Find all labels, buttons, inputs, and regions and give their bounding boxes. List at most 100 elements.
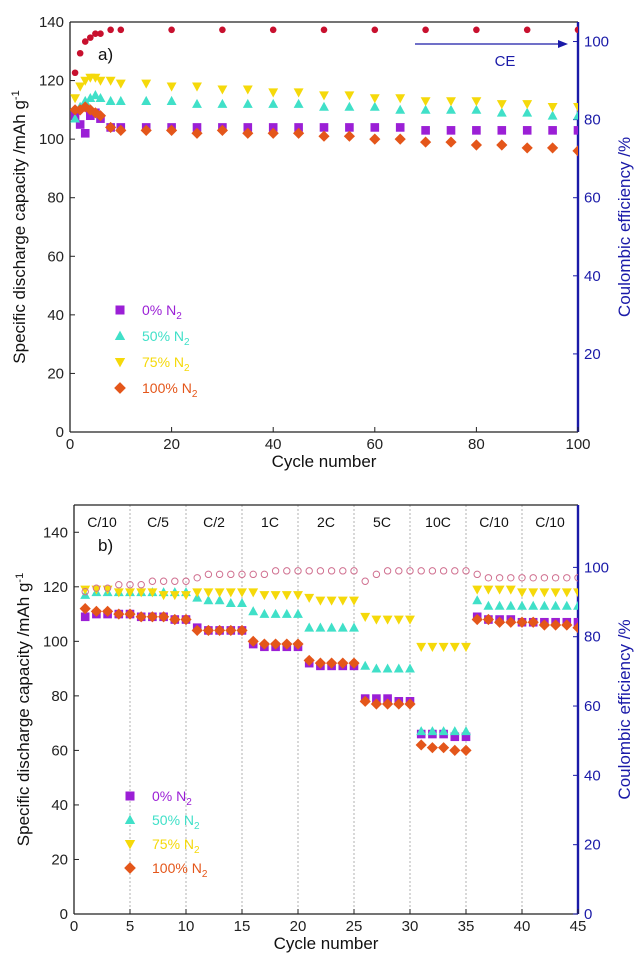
data-point xyxy=(496,139,508,151)
data-point xyxy=(507,574,515,582)
data-point xyxy=(90,73,101,83)
data-point xyxy=(428,567,437,575)
data-point xyxy=(166,124,178,136)
legend-label: 50% N2 xyxy=(152,812,200,832)
y2-axis-label: Coulombic efficiency /% xyxy=(615,619,634,799)
data-point xyxy=(214,624,226,637)
data-point xyxy=(540,574,549,582)
panel-label: b) xyxy=(98,536,113,555)
panel-label: a) xyxy=(98,45,113,64)
data-point xyxy=(517,600,527,610)
data-point xyxy=(326,596,337,606)
data-point xyxy=(92,30,99,38)
x-tick-label: 60 xyxy=(366,436,383,453)
data-point xyxy=(315,596,326,606)
data-point xyxy=(573,600,578,610)
data-point xyxy=(227,570,235,579)
data-point xyxy=(550,600,561,610)
rate-label: C/2 xyxy=(203,514,225,530)
data-point xyxy=(371,26,379,34)
y-tick-label: 100 xyxy=(39,131,64,148)
data-point xyxy=(496,100,507,110)
data-point xyxy=(350,567,358,575)
legend-label: 100% N2 xyxy=(152,860,208,880)
rate-label: C/10 xyxy=(535,514,565,530)
data-point xyxy=(158,611,170,623)
data-point xyxy=(420,104,431,114)
data-point xyxy=(71,69,79,77)
data-point xyxy=(421,126,430,135)
legend-marker xyxy=(115,305,125,315)
y2-tick-label: 100 xyxy=(584,559,609,576)
y2-axis-label: Coulombic efficiency /% xyxy=(615,137,634,317)
ce-annotation: CE xyxy=(495,53,516,70)
data-point xyxy=(137,581,145,589)
data-point xyxy=(159,577,168,585)
data-point xyxy=(482,613,494,626)
data-point xyxy=(203,588,214,598)
data-point xyxy=(237,588,247,598)
data-point xyxy=(281,591,292,601)
data-point xyxy=(70,94,81,104)
data-point xyxy=(171,577,179,585)
data-point xyxy=(494,616,506,628)
x-tick-label: 35 xyxy=(458,918,475,935)
data-point xyxy=(238,570,246,579)
data-point xyxy=(370,698,382,710)
x-tick-label: 0 xyxy=(70,918,78,935)
data-point xyxy=(446,104,456,114)
legend-label: 75% N2 xyxy=(152,836,200,856)
data-point xyxy=(497,126,507,135)
data-point xyxy=(505,616,517,628)
data-point xyxy=(548,126,557,135)
rate-label: C/10 xyxy=(479,514,509,530)
data-point xyxy=(181,591,191,601)
data-point xyxy=(166,95,177,105)
data-point xyxy=(102,605,114,617)
data-point xyxy=(269,26,277,34)
data-point xyxy=(369,133,381,145)
data-point xyxy=(270,591,281,601)
data-point xyxy=(92,584,101,592)
y-axis-label: Specific discharge capacity /mAh g-1 xyxy=(10,90,29,363)
data-point xyxy=(370,123,380,132)
x-tick-label: 80 xyxy=(468,436,485,453)
y-axis-label: Specific discharge capacity /mAh g-1 xyxy=(14,573,33,846)
y-tick-label: 20 xyxy=(47,365,64,382)
data-point xyxy=(573,103,578,113)
rate-label: 2C xyxy=(317,514,335,530)
data-point xyxy=(293,88,304,98)
data-point xyxy=(87,34,94,41)
data-point xyxy=(75,120,85,129)
data-point xyxy=(193,574,201,582)
data-point xyxy=(360,660,371,670)
legend-label: 75% N2 xyxy=(142,354,190,374)
data-point xyxy=(516,616,528,628)
data-point xyxy=(115,124,127,136)
y-tick-label: 60 xyxy=(51,742,68,759)
data-point xyxy=(461,642,471,652)
data-point xyxy=(360,612,371,622)
data-point xyxy=(547,142,559,154)
data-point xyxy=(242,85,253,95)
y2-tick-label: 60 xyxy=(584,698,601,715)
data-point xyxy=(105,95,116,105)
data-point xyxy=(81,587,89,596)
data-point xyxy=(202,624,214,637)
data-point xyxy=(382,615,393,625)
y-tick-label: 120 xyxy=(39,73,64,90)
y-tick-label: 40 xyxy=(51,797,68,814)
y-tick-label: 80 xyxy=(51,688,68,705)
rate-label: 1C xyxy=(261,514,279,530)
data-point xyxy=(395,123,405,132)
plot-area xyxy=(79,567,578,756)
series-diamond xyxy=(70,101,578,157)
data-point xyxy=(327,567,336,575)
data-point xyxy=(369,101,380,111)
data-point xyxy=(470,139,482,151)
data-point xyxy=(320,26,328,34)
data-point xyxy=(337,596,348,606)
data-point xyxy=(529,574,537,582)
data-point xyxy=(438,642,449,652)
data-point xyxy=(217,98,228,108)
